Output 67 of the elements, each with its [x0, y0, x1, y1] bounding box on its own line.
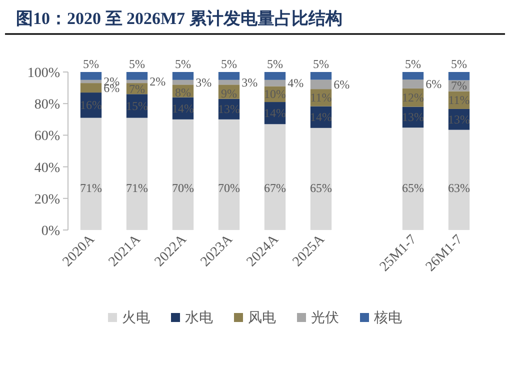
y-tick-label: 40% [34, 160, 60, 176]
data-label: 5% [83, 57, 99, 71]
data-label: 65% [310, 181, 332, 195]
bar [448, 130, 470, 230]
data-label: 3% [196, 75, 212, 90]
data-label: 7% [451, 78, 467, 93]
legend-label: 水电 [185, 310, 213, 326]
data-label: 14% [264, 106, 286, 120]
data-label: 71% [126, 181, 148, 195]
bar [172, 80, 194, 85]
bar [264, 124, 286, 230]
legend-label: 核电 [373, 310, 402, 326]
data-label: 16% [80, 98, 102, 112]
data-label: 63% [448, 181, 470, 195]
data-label: 70% [218, 181, 240, 195]
bar [80, 80, 102, 84]
data-label: 2% [150, 74, 166, 88]
bar [218, 80, 240, 85]
bar [264, 80, 286, 86]
data-label: 14% [172, 101, 194, 116]
data-label: 65% [402, 181, 424, 195]
data-label: 6% [334, 77, 350, 92]
data-label: 5% [405, 57, 421, 71]
bar [172, 72, 194, 80]
data-label: 70% [172, 181, 194, 195]
y-tick-label: 0% [41, 224, 60, 239]
data-label: 5% [313, 57, 329, 71]
bar [402, 80, 424, 88]
bar [310, 80, 332, 90]
data-label: 6% [426, 77, 442, 92]
data-label: 14% [310, 110, 332, 124]
data-label: 4% [288, 76, 304, 90]
data-label: 5% [267, 57, 283, 71]
legend-label: 火电 [122, 310, 150, 326]
data-label: 67% [264, 181, 286, 195]
data-label: 13% [448, 112, 470, 126]
y-tick-label: 80% [34, 98, 60, 113]
bar [264, 72, 286, 80]
bar [218, 119, 240, 230]
data-label: 5% [451, 57, 467, 71]
data-label: 13% [218, 102, 240, 116]
bar [80, 83, 102, 93]
data-label: 71% [80, 181, 102, 195]
y-tick-label: 100% [27, 66, 60, 81]
bar [126, 72, 148, 80]
legend-label: 风电 [248, 310, 276, 326]
legend-label: 光伏 [311, 310, 339, 326]
bar [218, 72, 240, 80]
y-tick-label: 60% [34, 129, 60, 144]
bar [448, 72, 470, 80]
data-label: 15% [126, 98, 148, 113]
data-label: 3% [242, 75, 258, 90]
bar [402, 128, 424, 230]
data-label: 5% [221, 57, 237, 71]
bar [172, 119, 194, 230]
bar [310, 128, 332, 230]
chart-title: 图10：2020 至 2026M7 累计发电量占比结构 [16, 9, 342, 28]
bar [126, 80, 148, 84]
y-tick-label: 20% [34, 192, 60, 208]
data-label: 13% [402, 110, 424, 124]
bar [126, 118, 148, 230]
data-label: 5% [175, 57, 191, 71]
bar [80, 72, 102, 80]
bar [310, 72, 332, 80]
data-label: 5% [129, 57, 145, 71]
bar [80, 118, 102, 230]
bar [402, 72, 424, 80]
